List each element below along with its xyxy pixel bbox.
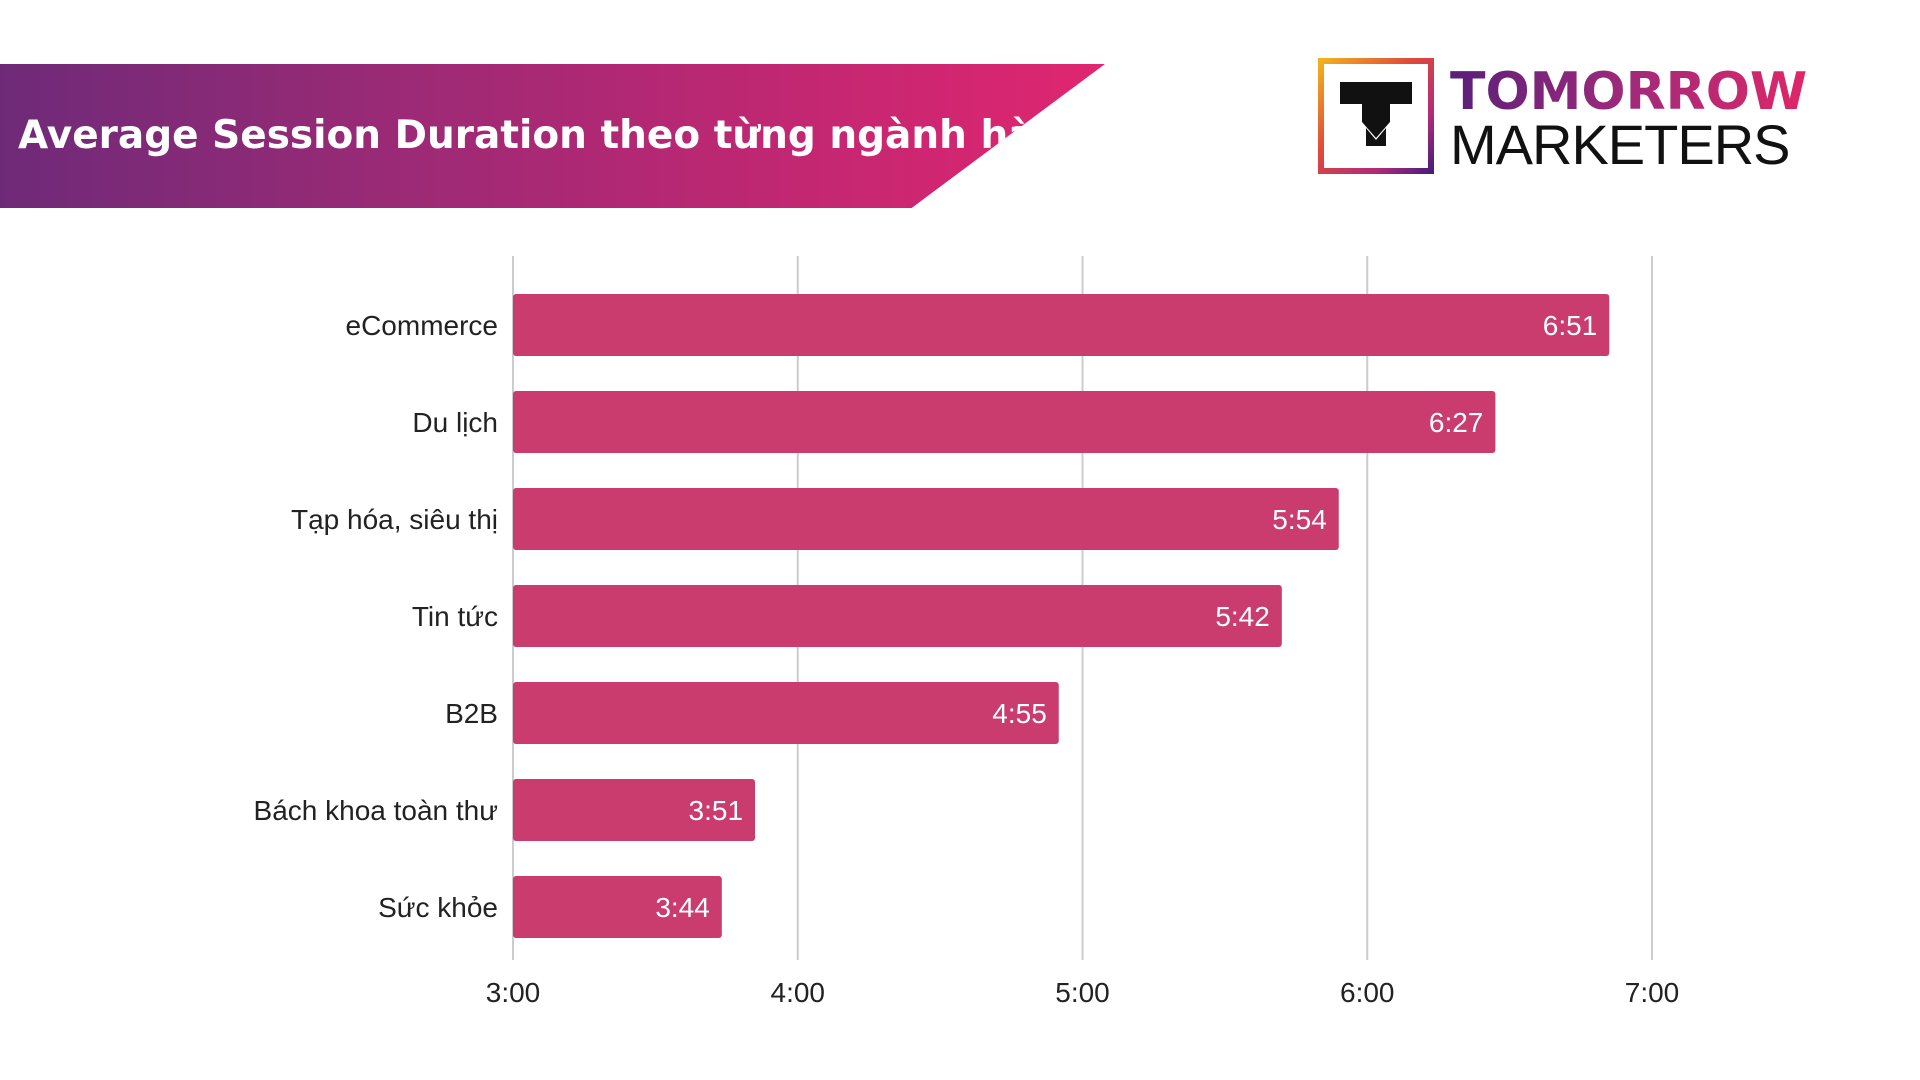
category-label: Du lịch: [412, 407, 498, 438]
bar: [513, 391, 1496, 453]
x-axis-ticks: 3:00 4:00 5:00 6:00 7:00: [486, 977, 1680, 1008]
category-label: Bách khoa toàn thư: [254, 795, 498, 826]
bar-value-label: 4:55: [992, 698, 1047, 729]
page-title: Average Session Duration theo từng ngành…: [18, 113, 1091, 158]
x-tick-label: 3:00: [486, 977, 541, 1008]
category-label: Tạp hóa, siêu thị: [291, 504, 498, 535]
bar: [513, 585, 1282, 647]
title-banner: Average Session Duration theo từng ngành…: [0, 64, 1105, 208]
bar: [513, 682, 1059, 744]
bar-value-label: 6:27: [1429, 407, 1484, 438]
category-label: B2B: [445, 698, 498, 729]
bar: [513, 488, 1339, 550]
x-tick-label: 6:00: [1340, 977, 1395, 1008]
logo-mark-icon: [1318, 58, 1434, 174]
bar: [513, 876, 722, 938]
bar-value-label: 6:51: [1543, 310, 1598, 341]
brand-logo: TOMORROW MARKETERS: [1318, 58, 1838, 176]
x-tick-label: 4:00: [771, 977, 826, 1008]
bar: [513, 294, 1610, 356]
logo-word-marketers: MARKETERS: [1450, 113, 1790, 176]
category-label: Sức khỏe: [378, 892, 498, 923]
bar-chart: 6:51 6:27 5:54 5:42 4:55 3:51 3:44 eCommerce Du…: [254, 256, 1680, 1008]
category-labels: eCommerce Du lịch Tạp hóa, siêu thị Tin tức…: [254, 310, 498, 923]
bar-value-label: 3:51: [689, 795, 744, 826]
category-label: eCommerce: [346, 310, 498, 341]
x-tick-label: 5:00: [1055, 977, 1110, 1008]
bar-value-label: 3:44: [655, 892, 710, 923]
x-tick-label: 7:00: [1625, 977, 1680, 1008]
logo-word-tomorrow: TOMORROW: [1450, 62, 1808, 122]
category-label: Tin tức: [412, 601, 498, 632]
bars: 6:51 6:27 5:54 5:42 4:55 3:51 3:44: [513, 294, 1610, 938]
bar-value-label: 5:42: [1215, 601, 1270, 632]
bar: [513, 779, 756, 841]
bar-value-label: 5:54: [1272, 504, 1327, 535]
